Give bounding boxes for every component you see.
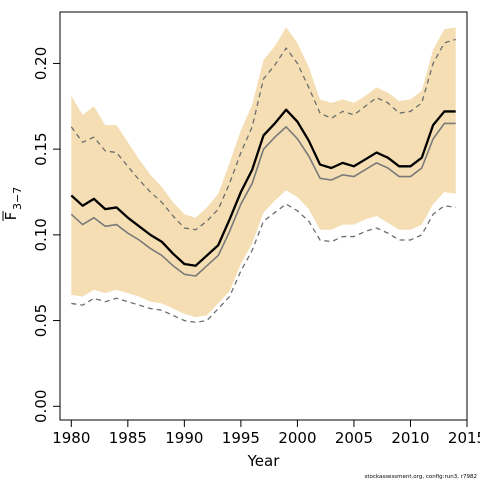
y-tick-label: 0.15 bbox=[32, 132, 50, 165]
x-axis-title: Year bbox=[247, 452, 281, 470]
x-tick-label: 2005 bbox=[335, 429, 373, 447]
x-tick-label: 1995 bbox=[222, 429, 260, 447]
x-tick-label: 2000 bbox=[278, 429, 316, 447]
x-tick-label: 1985 bbox=[109, 429, 147, 447]
y-axis-title: F 3−7 bbox=[2, 187, 24, 221]
estimate-line bbox=[70, 108, 456, 267]
series-lines-layer bbox=[70, 38, 456, 323]
grey-line bbox=[70, 122, 456, 277]
y-tick-label: 0.10 bbox=[32, 218, 50, 251]
x-tick-label: 2010 bbox=[391, 429, 429, 447]
lower-dashed-line bbox=[71, 203, 456, 323]
y-axis: 0.00 0.05 0.10 0.15 0.20 bbox=[32, 47, 60, 423]
x-tick-label: 1990 bbox=[165, 429, 203, 447]
upper-dashed-line bbox=[70, 38, 456, 231]
y-tick-label: 0.05 bbox=[32, 304, 50, 337]
confidence-band bbox=[71, 27, 456, 318]
y-axis-title-subscript: 3−7 bbox=[11, 187, 24, 210]
confidence-band-layer bbox=[71, 27, 456, 318]
plot-frame bbox=[59, 11, 468, 421]
y-tick-label: 0.00 bbox=[32, 390, 50, 423]
x-tick-label: 1980 bbox=[52, 429, 90, 447]
x-axis: 1980 1985 1990 1995 2000 2005 2010 2015 bbox=[52, 420, 480, 447]
x-tick-label: 2015 bbox=[448, 429, 480, 447]
footnote: stockassessment.org, config:run3, r7982 bbox=[364, 474, 477, 480]
y-axis-title-main: F bbox=[2, 212, 20, 221]
y-tick-label: 0.20 bbox=[32, 47, 50, 80]
